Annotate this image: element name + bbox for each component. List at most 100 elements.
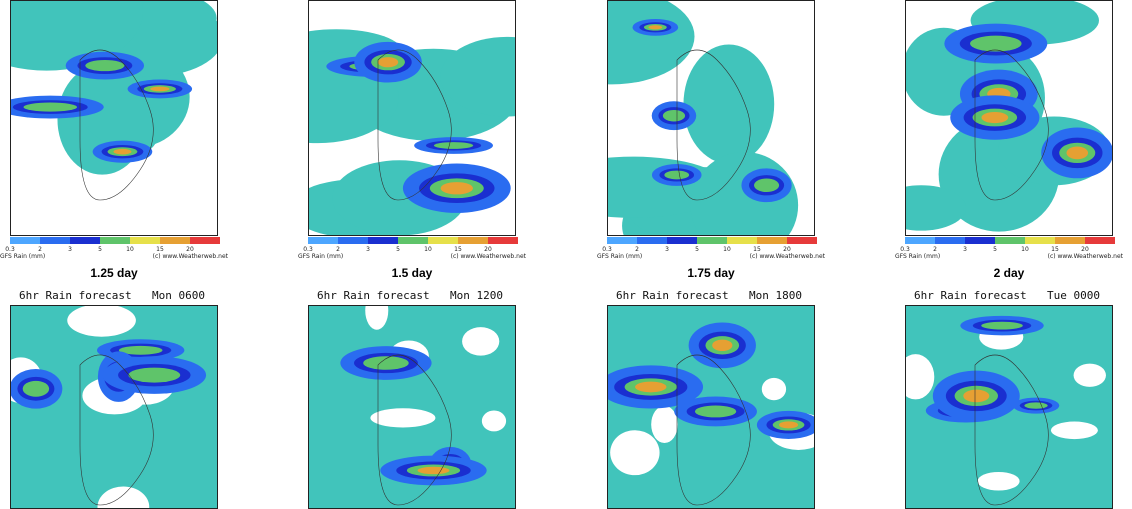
dry-area (905, 354, 935, 400)
colorbar-label: 3 (68, 246, 72, 253)
colorbar-swatch (40, 237, 70, 244)
dry-area (610, 430, 660, 476)
rain-band (118, 345, 163, 355)
rain-core (150, 86, 170, 92)
colorbar-label: 2 (933, 246, 937, 253)
colorbar-title: GFS Rain (mm) (298, 253, 343, 260)
colorbar-label: 10 (1021, 246, 1029, 253)
panel-time: Mon 1800 (749, 289, 802, 302)
colorbar-swatch (637, 237, 667, 244)
colorbar-label: 0.3 (900, 246, 910, 253)
colorbar-label: 2 (635, 246, 639, 253)
rain-band (363, 356, 409, 370)
rain-area (607, 0, 695, 85)
rain-core (1066, 146, 1089, 160)
dry-area (462, 327, 500, 356)
colorbar-swatch (308, 237, 338, 244)
caption: 1.25 day (90, 266, 138, 280)
colorbar-swatch (905, 237, 935, 244)
colorbar-swatch (458, 237, 488, 244)
panel-time: Tue 0000 (1047, 289, 1100, 302)
coastline (79, 354, 154, 506)
rain-band (662, 109, 686, 122)
colorbar-swatch (607, 237, 637, 244)
panel-time: Mon 1200 (450, 289, 503, 302)
dry-area (481, 410, 507, 432)
colorbar-swatch (338, 237, 368, 244)
credit: (c) www.Weatherweb.net (1048, 253, 1124, 260)
map-border (308, 0, 516, 236)
rain-band (664, 170, 690, 180)
colorbar-swatch (368, 237, 398, 244)
colorbar-swatch (667, 237, 697, 244)
colorbar-label: 15 (1051, 246, 1059, 253)
dry-area (370, 408, 436, 428)
rain-area (905, 185, 967, 231)
map-border (10, 0, 218, 236)
colorbar-swatch (1055, 237, 1085, 244)
rain-core (712, 339, 733, 352)
colorbar-label: 15 (454, 246, 462, 253)
rain-core (113, 148, 132, 155)
coastline (377, 354, 452, 506)
rain-area (440, 36, 516, 117)
panel-title: 6hr Rain forecast (19, 289, 132, 302)
dry-area (761, 377, 787, 401)
colorbar-swatch (1025, 237, 1055, 244)
coastline (79, 49, 154, 201)
colorbar-swatch (995, 237, 1025, 244)
colorbar-swatch (787, 237, 817, 244)
colorbar-label: 10 (723, 246, 731, 253)
rain-map (10, 0, 218, 236)
colorbar-label: 2 (336, 246, 340, 253)
rain-map (308, 305, 516, 509)
coastline (974, 49, 1049, 201)
colorbar-label: 5 (993, 246, 997, 253)
colorbar-label: 15 (156, 246, 164, 253)
rain-core (377, 57, 399, 68)
colorbar-label: 5 (396, 246, 400, 253)
rain-core (779, 421, 799, 429)
map-border (607, 0, 815, 236)
coastline (377, 49, 452, 201)
colorbar-swatch (70, 237, 100, 244)
colorbar-label: 0.3 (602, 246, 612, 253)
colorbar-swatch (100, 237, 130, 244)
rain-core (981, 111, 1009, 124)
coastline (676, 354, 751, 506)
dry-area (365, 305, 389, 330)
colorbar-label: 3 (366, 246, 370, 253)
rain-band (970, 35, 1022, 52)
colorbar-swatch (757, 237, 787, 244)
colorbar-title: GFS Rain (mm) (895, 253, 940, 260)
colorbar-label: 20 (186, 246, 194, 253)
rain-core (635, 381, 667, 393)
rain-core (963, 389, 990, 403)
rain-map (905, 0, 1113, 236)
panel-title: 6hr Rain forecast (914, 289, 1027, 302)
colorbar-swatch (965, 237, 995, 244)
rain-band (1024, 402, 1048, 409)
colorbar-label: 10 (424, 246, 432, 253)
colorbar-swatch (1085, 237, 1115, 244)
colorbar-swatch (160, 237, 190, 244)
colorbar-title: GFS Rain (mm) (597, 253, 642, 260)
colorbar-swatch (130, 237, 160, 244)
caption: 1.5 day (392, 266, 433, 280)
dry-area (1050, 421, 1098, 440)
dry-area (97, 486, 150, 509)
dry-area (67, 305, 136, 337)
rain-band (23, 102, 78, 112)
caption: 2 day (994, 266, 1025, 280)
rain-band (981, 321, 1023, 330)
colorbar-swatch (10, 237, 40, 244)
credit: (c) www.Weatherweb.net (451, 253, 527, 260)
colorbar-swatch (488, 237, 518, 244)
colorbar-label: 0.3 (5, 246, 15, 253)
credit: (c) www.Weatherweb.net (153, 253, 229, 260)
map-border (905, 0, 1113, 236)
dry-area (1073, 363, 1106, 387)
panel-time: Mon 0600 (152, 289, 205, 302)
colorbar-label: 20 (1081, 246, 1089, 253)
